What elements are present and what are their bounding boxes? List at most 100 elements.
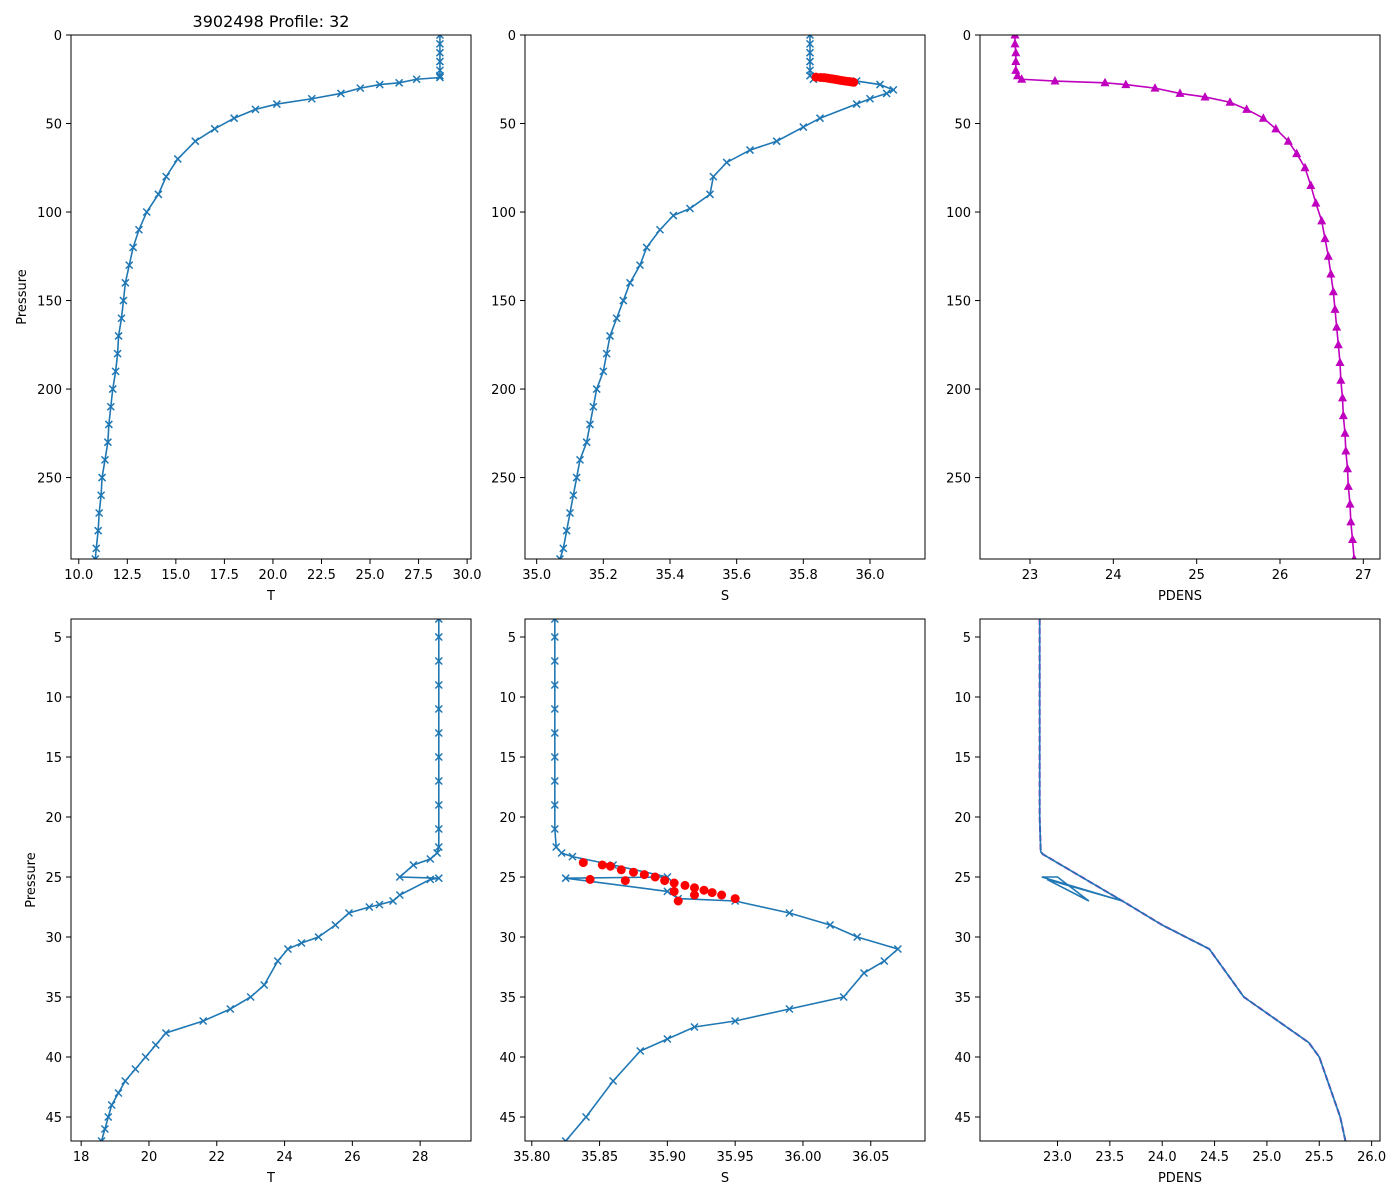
data-point-x-marker (435, 73, 444, 82)
data-point-x-marker (889, 85, 898, 94)
y-tick-label: 100 (491, 206, 516, 221)
series-line (559, 35, 896, 559)
data-point-x-marker (435, 39, 444, 48)
data-point-x-marker (307, 94, 316, 103)
data-point-x-marker (434, 752, 443, 762)
marker-stroke (375, 80, 384, 89)
flagged-point (605, 861, 615, 871)
data-point-triangle (1326, 268, 1336, 278)
data-point-triangle (1121, 79, 1131, 89)
flagged-point (669, 878, 679, 888)
marker-stroke (273, 956, 282, 966)
data-point-x-marker (785, 1004, 794, 1014)
marker-stroke (799, 123, 808, 132)
y-tick-label: 5 (54, 631, 62, 646)
data-point-x-marker (435, 57, 444, 66)
marker-stroke (663, 1034, 672, 1044)
marker-stroke (173, 154, 182, 163)
data-point-x-marker (805, 39, 815, 48)
flagged-point (650, 872, 660, 882)
data-point-triangle (1300, 162, 1310, 172)
y-axis-label: Pressure (15, 269, 30, 325)
series-s (550, 619, 902, 1141)
y-tick-label: 250 (491, 472, 516, 487)
data-point-x-marker (636, 1046, 645, 1056)
data-point-x-marker (426, 875, 435, 884)
marker-stroke (435, 39, 444, 48)
data-point-triangle (1306, 180, 1316, 189)
marker-stroke (553, 619, 559, 624)
x-tick-label: 23.0 (1043, 1150, 1072, 1165)
marker-stroke (585, 420, 595, 429)
marker-stroke (642, 243, 651, 252)
data-point-x-marker (561, 1136, 570, 1141)
data-point-x-marker (550, 656, 559, 666)
data-point-x-marker (559, 544, 568, 553)
series-flagged-s (811, 72, 859, 87)
x-axis-label: T (266, 589, 275, 604)
marker-stroke (435, 71, 444, 80)
series-pdens (1010, 35, 1357, 559)
data-point-x-marker (104, 420, 113, 429)
x-tick-label: 24.0 (1148, 1150, 1177, 1165)
data-point-x-marker (619, 296, 628, 305)
marker-stroke (114, 1088, 123, 1098)
data-point-x-marker (97, 491, 106, 500)
marker-stroke (97, 1136, 103, 1141)
data-point-x-marker (609, 1076, 618, 1086)
y-tick-label: 20 (45, 811, 62, 826)
marker-stroke (663, 887, 672, 896)
y-tick-label: 200 (946, 383, 971, 398)
data-point-x-marker (103, 438, 112, 447)
data-point-x-marker (434, 842, 443, 852)
flagged-point (689, 890, 699, 900)
data-point-triangle (1340, 428, 1350, 437)
data-point-x-marker (191, 137, 200, 146)
data-point-x-marker (569, 491, 578, 500)
data-point-x-marker (251, 105, 260, 114)
x-tick-label: 22 (208, 1150, 225, 1165)
marker-stroke (434, 619, 440, 624)
data-point-x-marker (589, 402, 598, 411)
marker-stroke (805, 57, 815, 66)
marker-stroke (805, 35, 812, 40)
marker-stroke (572, 473, 581, 482)
data-point-triangle (1311, 198, 1321, 207)
axes-frame (70, 618, 472, 1142)
data-point-x-marker (655, 225, 665, 234)
x-tick-label: 12.5 (113, 568, 142, 583)
data-point-x-marker (226, 1004, 235, 1014)
x-tick-label: 35.80 (513, 1150, 550, 1165)
data-point-x-marker (434, 632, 443, 642)
data-point-x-marker (104, 1112, 113, 1122)
marker-stroke (882, 89, 891, 98)
data-point-triangle (1017, 74, 1027, 83)
marker-stroke (839, 992, 848, 1002)
data-point-triangle (1150, 83, 1160, 92)
flagged-point (628, 867, 638, 877)
panel-bottom-temperature: 18 20 22 24 26 28 5 10 15 20 25 30 35 40 45 T Pressure (24, 618, 472, 1186)
data-point-x-marker (550, 619, 559, 624)
data-point-x-marker (705, 190, 715, 199)
series-line (554, 619, 900, 1141)
marker-stroke (437, 619, 443, 624)
y-tick-label: 40 (45, 1051, 62, 1066)
data-point-x-marker (434, 776, 443, 786)
data-point-x-marker (356, 84, 365, 93)
data-point-x-marker (107, 1100, 116, 1110)
plot-area (1010, 35, 1357, 559)
data-point-triangle (1317, 215, 1327, 225)
data-point-triangle (1100, 77, 1110, 87)
data-point-x-marker (555, 554, 565, 559)
series-s (555, 35, 898, 559)
y-tick-label: 100 (37, 206, 62, 221)
data-point-x-marker (669, 211, 678, 220)
data-point-x-marker (565, 508, 575, 518)
data-point-x-marker (131, 1064, 140, 1074)
panel-bottom-salinity: 35.80 35.85 35.90 35.95 36.00 36.05 5 10 15 20 25 3… (499, 618, 926, 1186)
marker-stroke (552, 842, 561, 852)
marker-stroke (121, 278, 130, 287)
marker-stroke (260, 980, 269, 990)
y-tick-label: 40 (954, 1051, 971, 1066)
data-point-x-marker (434, 704, 443, 714)
